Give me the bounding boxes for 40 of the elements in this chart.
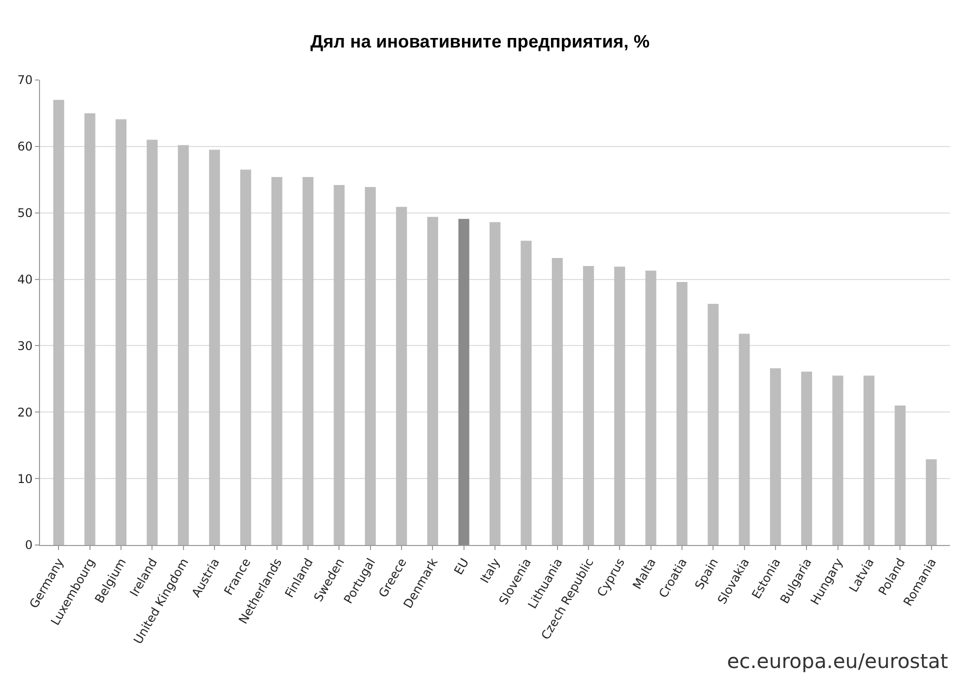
y-tick-label: 70 [17, 73, 33, 88]
bar [427, 216, 438, 545]
y-tick-label: 40 [17, 272, 33, 286]
bar [676, 282, 688, 545]
bar [334, 184, 345, 545]
bar [178, 145, 189, 545]
y-tick-label: 60 [17, 140, 33, 154]
bar [614, 266, 626, 545]
bar [583, 266, 594, 545]
bar [53, 100, 64, 545]
bar [708, 304, 719, 545]
bar [364, 186, 376, 545]
y-tick-label: 20 [17, 405, 33, 420]
bar [801, 372, 812, 545]
bar [302, 176, 314, 545]
y-tick-label: 30 [17, 338, 33, 353]
y-tick-label: 50 [17, 206, 33, 220]
bar [271, 176, 282, 545]
bar [926, 459, 937, 545]
bar [894, 406, 906, 545]
bar [770, 368, 781, 545]
bar [832, 376, 844, 545]
bar [116, 119, 126, 545]
bar [490, 222, 500, 545]
bar [396, 206, 407, 545]
bar [240, 170, 252, 545]
bar [645, 270, 656, 545]
bar [209, 150, 220, 545]
chart-title: Дял на иновативните предприятия, % [310, 31, 650, 52]
bar [458, 218, 470, 545]
y-tick-label: 0 [24, 538, 33, 552]
x-tick-label: EU [451, 556, 472, 578]
text: ec.europa.eu/eurostat [727, 649, 948, 673]
bar [552, 258, 563, 545]
bar [146, 140, 158, 545]
bar [864, 376, 874, 545]
bar [520, 240, 532, 545]
bar [738, 334, 750, 545]
y-tick-label: 10 [17, 472, 33, 486]
bar [84, 113, 96, 545]
